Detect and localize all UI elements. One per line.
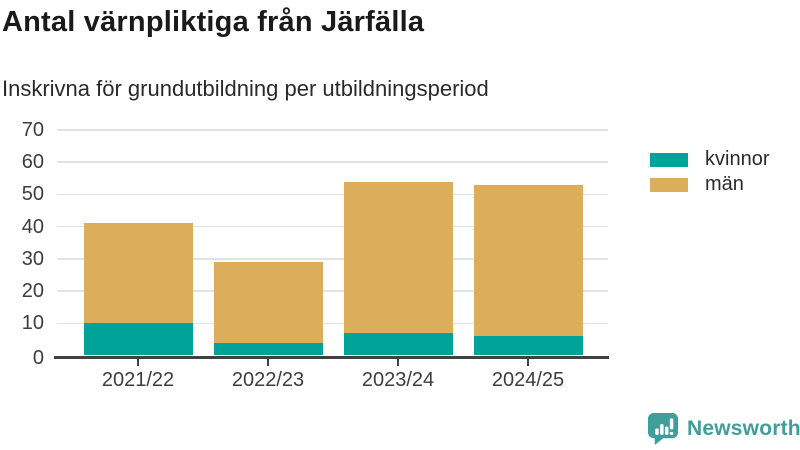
y-tick-label: 20: [21, 280, 44, 303]
bar-segment-män-2022-23: [213, 262, 323, 343]
y-tick-label: 70: [21, 119, 44, 141]
bar-segment-kvinnor-2023-24: [343, 332, 453, 356]
legend: kvinnor män: [650, 147, 769, 197]
x-tick-mark: [526, 355, 530, 366]
bar-segment-kvinnor-2021-22: [83, 323, 193, 356]
x-tick-mark: [396, 355, 400, 366]
x-tick-label-2022-23: 2022/23: [231, 369, 305, 391]
newsworthy-logo: Newsworthy: [647, 412, 800, 446]
y-tick-label: 40: [21, 215, 44, 238]
chart-subtitle: Inskrivna för grundutbildning per utbild…: [2, 76, 489, 101]
bar-segment-män-2024-25: [473, 184, 583, 337]
gridline-y40: [57, 225, 608, 228]
y-tick-label: 10: [21, 312, 44, 335]
y-tick-label: 30: [21, 247, 44, 270]
legend-item-kvinnor: kvinnor: [650, 147, 769, 172]
newsworthy-logo-text: Newsworthy: [687, 417, 800, 440]
bar-segment-män-2021-22: [83, 223, 193, 324]
gridline-y20: [57, 290, 608, 292]
legend-swatch-kvinnor-icon: [650, 152, 688, 167]
legend-label-kvinnor: kvinnor: [705, 148, 770, 170]
newsworthy-logo-icon: [647, 412, 679, 446]
x-tick-label-2021-22: 2021/22: [101, 369, 175, 391]
gridline-y60: [57, 161, 608, 163]
x-tick-mark: [266, 355, 270, 366]
x-tick-label-2023-24: 2023/24: [361, 369, 435, 391]
chart-title: Antal värnpliktiga från Järfälla: [2, 6, 425, 38]
x-tick-label-2024-25: 2024/25: [491, 369, 565, 391]
bar-segment-män-2023-24: [343, 181, 453, 333]
x-tick-mark: [136, 355, 140, 366]
y-tick-label: 60: [21, 151, 44, 174]
gridline-y50: [57, 193, 608, 196]
bar-segment-kvinnor-2024-25: [473, 336, 583, 356]
gridline-y70: [57, 129, 608, 131]
x-axis-line: [54, 355, 609, 359]
y-tick-label: 0: [32, 346, 44, 369]
gridline-y10: [57, 322, 608, 325]
bar-segment-kvinnor-2022-23: [213, 342, 323, 356]
legend-item-man: män: [650, 172, 769, 197]
y-tick-label: 50: [21, 183, 44, 206]
legend-label-man: män: [705, 173, 744, 195]
legend-swatch-man-icon: [650, 177, 688, 192]
gridline-y30: [57, 258, 608, 260]
